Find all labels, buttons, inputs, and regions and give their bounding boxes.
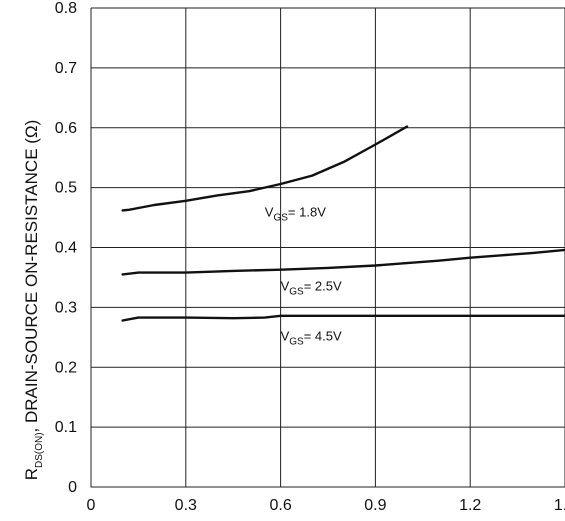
curve-label-rest: = 1.8V [288,204,326,219]
y-tick-label: 0.2 [55,359,77,376]
x-tick-label: 1.2 [459,497,481,514]
curve-label-main: V [281,279,290,294]
y-tick-label: 0.7 [55,60,77,77]
curve-vgs-1 [121,248,565,276]
curve-label-2: VGS= 4.5V [281,328,342,347]
grid [90,7,565,488]
y-tick-label: 0.6 [55,120,77,137]
curve-label-main: V [265,204,274,219]
y-axis-label: RDS(ON), DRAIN-SOURCE ON-RESISTANCE (Ω) [22,120,45,481]
curve-label-1: VGS= 2.5V [281,279,342,298]
y-axis-label-main: R [22,468,41,480]
y-tick-label: 0 [68,479,77,496]
x-tick-label: 0.3 [175,497,197,514]
curve-label-0: VGS= 1.8V [265,204,326,223]
plot-frame [90,8,565,488]
curve-label-rest: = 4.5V [304,328,342,343]
x-tick-label: 1.5 [554,497,565,514]
curves [121,125,565,322]
curve-label-sub: GS [289,336,304,347]
y-tick-label: 0.3 [55,299,77,316]
curve-label-rest: = 2.5V [304,279,342,294]
curve-vgs-0 [121,125,409,212]
x-tick-label: 0.6 [269,497,291,514]
y-axis-label-rest: , DRAIN-SOURCE ON-RESISTANCE (Ω) [22,120,41,433]
y-tick-label: 0.4 [55,240,77,257]
y-axis-label-sub: DS(ON) [34,432,45,468]
curve-label-sub: GS [289,287,304,298]
curve-vgs-2 [121,314,565,322]
curve-label-main: V [281,328,290,343]
x-axis-ticks: 0 0.3 0.6 0.9 1.2 1.5 [87,497,565,514]
curve-label-sub: GS [273,212,288,223]
x-tick-label: 0 [87,497,96,514]
y-tick-label: 0.1 [55,419,77,436]
x-tick-label: 0.9 [364,497,386,514]
y-axis-ticks: 0 0.1 0.2 0.3 0.4 0.5 0.6 0.7 0.8 [55,0,77,496]
y-tick-label: 0.8 [55,0,77,17]
y-tick-label: 0.5 [55,180,77,197]
